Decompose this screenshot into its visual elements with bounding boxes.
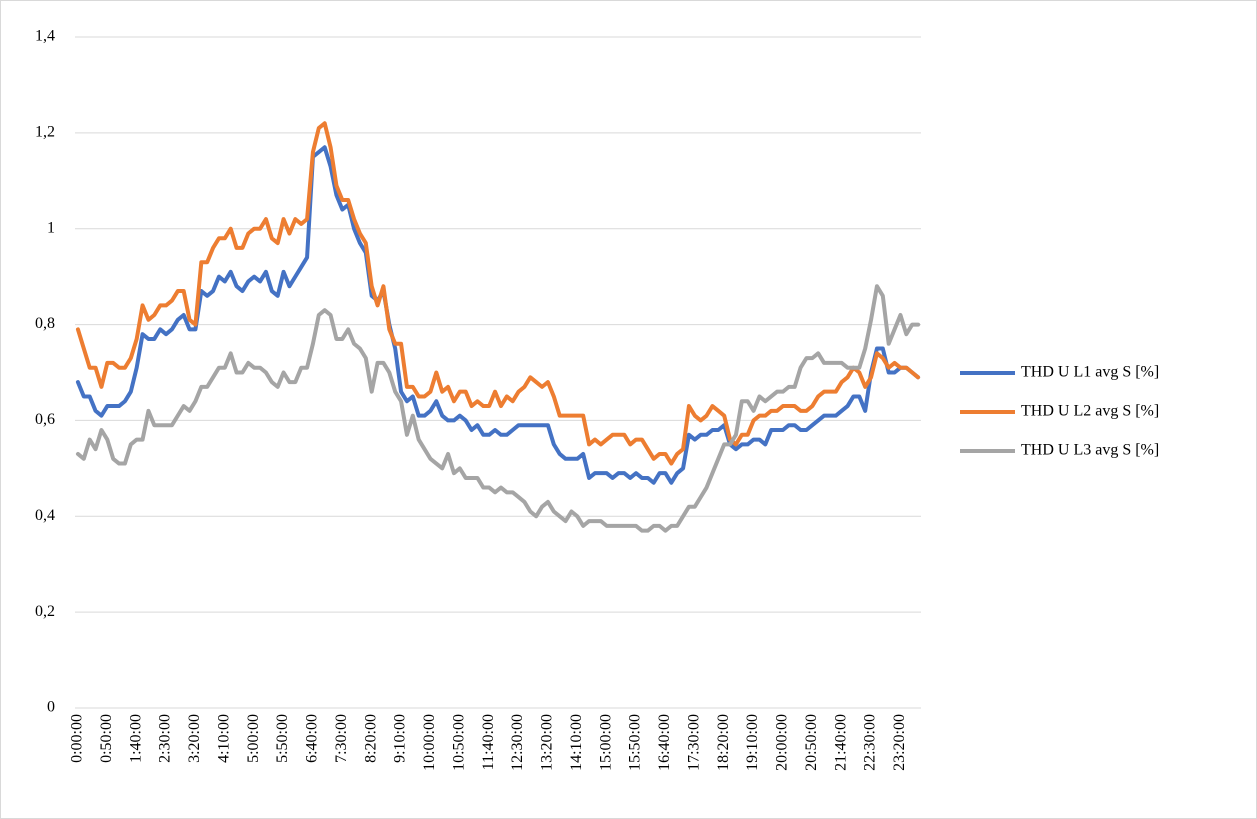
y-tick-label: 0,6 (35, 411, 55, 428)
x-tick-label: 5:50:00 (274, 714, 291, 763)
x-tick-label: 20:50:00 (803, 714, 820, 771)
y-tick-label: 0,4 (35, 507, 55, 524)
line-series (75, 121, 921, 466)
x-tick-label: 11:40:00 (480, 714, 497, 770)
legend-label: THD U L3 avg S [%] (1021, 442, 1159, 459)
legend-label: THD U L2 avg S [%] (1021, 403, 1159, 420)
x-tick-label: 23:20:00 (891, 714, 908, 771)
x-tick-label: 19:10:00 (744, 714, 761, 771)
x-tick-label: 8:20:00 (362, 714, 379, 763)
x-tick-label: 9:10:00 (392, 714, 409, 763)
x-tick-label: 15:00:00 (597, 714, 614, 771)
x-tick-label: 1:40:00 (127, 714, 144, 763)
x-tick-label: 0:50:00 (98, 714, 115, 763)
y-tick-label: 1,2 (35, 124, 55, 141)
x-tick-label: 3:20:00 (186, 714, 203, 763)
legend-label: THD U L1 avg S [%] (1021, 364, 1159, 381)
y-tick-label: 0 (47, 699, 55, 716)
y-tick-label: 1,4 (35, 28, 55, 45)
x-tick-label: 10:50:00 (450, 714, 467, 771)
x-tick-label: 21:40:00 (832, 714, 849, 771)
x-tick-label: 18:20:00 (715, 714, 732, 771)
line-series (75, 284, 921, 533)
x-tick-label: 14:10:00 (568, 714, 585, 771)
x-tick-label: 15:50:00 (627, 714, 644, 771)
x-tick-label: 6:40:00 (304, 714, 321, 763)
x-tick-label: 5:00:00 (245, 714, 262, 763)
x-tick-label: 2:30:00 (157, 714, 174, 763)
x-tick-label: 7:30:00 (333, 714, 350, 763)
x-tick-label: 13:20:00 (539, 714, 556, 771)
line-series (75, 145, 921, 485)
x-tick-label: 0:00:00 (69, 714, 86, 763)
y-tick-label: 0,2 (35, 603, 55, 620)
x-tick-label: 22:30:00 (862, 714, 879, 771)
x-tick-label: 20:00:00 (774, 714, 791, 771)
x-tick-label: 10:00:00 (421, 714, 438, 771)
x-tick-label: 12:30:00 (509, 714, 526, 771)
y-tick-label: 1 (47, 219, 55, 236)
x-tick-label: 16:40:00 (656, 714, 673, 771)
y-tick-label: 0,8 (35, 315, 55, 332)
x-tick-label: 17:30:00 (685, 714, 702, 771)
x-tick-label: 4:10:00 (215, 714, 232, 763)
